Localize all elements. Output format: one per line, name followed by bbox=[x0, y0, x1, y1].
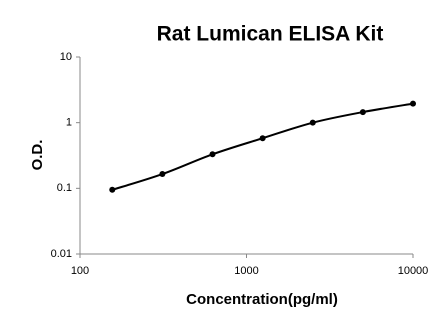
x-tick-label: 10000 bbox=[398, 265, 429, 277]
y-tick-label: 1 bbox=[66, 117, 72, 129]
point bbox=[159, 171, 166, 178]
x-tick-label: 1000 bbox=[234, 265, 258, 277]
point bbox=[209, 151, 216, 158]
x-axis-label: Concentration(pg/ml) bbox=[186, 291, 338, 308]
y-tick-label: 10 bbox=[60, 51, 72, 63]
point bbox=[309, 119, 316, 126]
y-axis-label: O.D. bbox=[29, 140, 46, 171]
y-tick-label: 0.01 bbox=[51, 248, 72, 260]
chart-title: Rat Lumican ELISA Kit bbox=[157, 23, 384, 46]
curve bbox=[111, 102, 414, 191]
x-tick-label: 100 bbox=[71, 265, 89, 277]
point bbox=[410, 100, 416, 107]
point bbox=[109, 186, 116, 193]
y-tick-label: 0.1 bbox=[57, 182, 72, 194]
point bbox=[259, 135, 266, 142]
point bbox=[359, 109, 366, 116]
